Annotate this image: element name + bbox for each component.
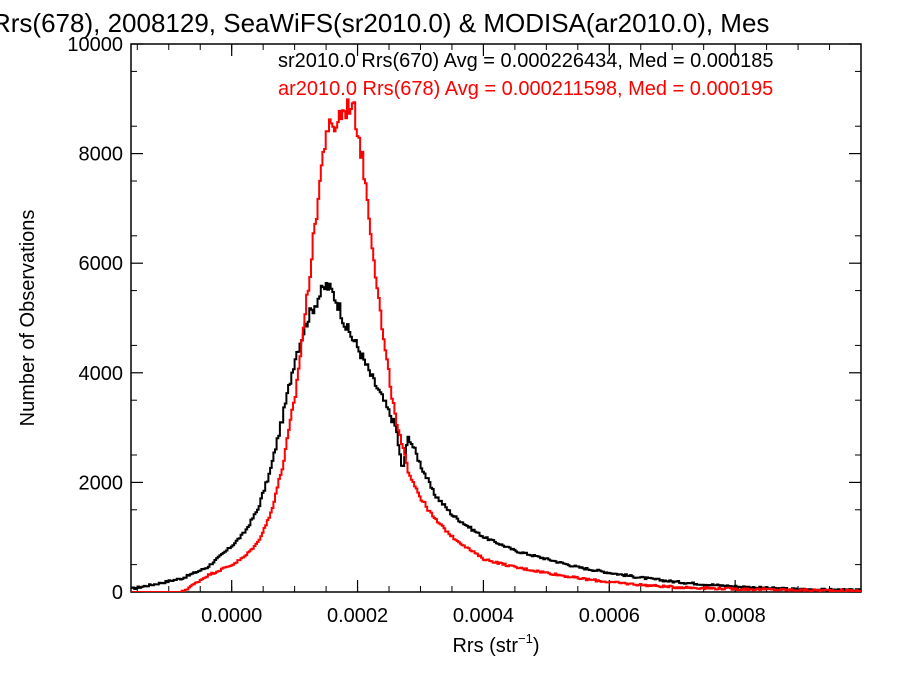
x-tick-label: 0.0006 bbox=[579, 605, 640, 627]
y-tick-label: 0 bbox=[112, 582, 123, 604]
y-tick-label: 2000 bbox=[79, 472, 124, 494]
y-axis-label: Number of Observations bbox=[17, 210, 39, 427]
series-1-line bbox=[131, 282, 861, 592]
x-axis-label-superscript: −1 bbox=[518, 631, 533, 646]
legend-entry-series-2: ar2010.0 Rrs(678) Avg = 0.000211598, Med… bbox=[278, 78, 773, 100]
series-2-line bbox=[131, 98, 861, 592]
y-tick-label: 10000 bbox=[67, 34, 123, 56]
y-tick-label: 4000 bbox=[79, 363, 124, 385]
x-tick-label: 0.0008 bbox=[705, 605, 766, 627]
x-tick-label: 0.0002 bbox=[327, 605, 388, 627]
x-axis-label-tail: ) bbox=[533, 635, 540, 657]
x-tick-label: 0.0000 bbox=[201, 605, 262, 627]
plot-frame bbox=[130, 43, 862, 593]
y-tick-label: 6000 bbox=[79, 253, 124, 275]
x-axis-label-main: Rrs (str bbox=[452, 635, 518, 657]
chart-title: Rrs(678), 2008129, SeaWiFS(sr2010.0) & M… bbox=[0, 8, 769, 38]
y-axis-ticks: 0 2000 4000 6000 8000 10000 bbox=[67, 34, 861, 604]
x-axis-label: Rrs (str−1) bbox=[452, 631, 539, 657]
x-axis-ticks: 0.0000 0.0002 0.0004 0.0006 0.0008 bbox=[136, 44, 862, 627]
legend-entry-series-1: sr2010.0 Rrs(670) Avg = 0.000226434, Med… bbox=[278, 50, 774, 72]
x-tick-label: 0.0004 bbox=[453, 605, 514, 627]
y-tick-label: 8000 bbox=[79, 144, 124, 166]
series-layer bbox=[131, 98, 861, 592]
